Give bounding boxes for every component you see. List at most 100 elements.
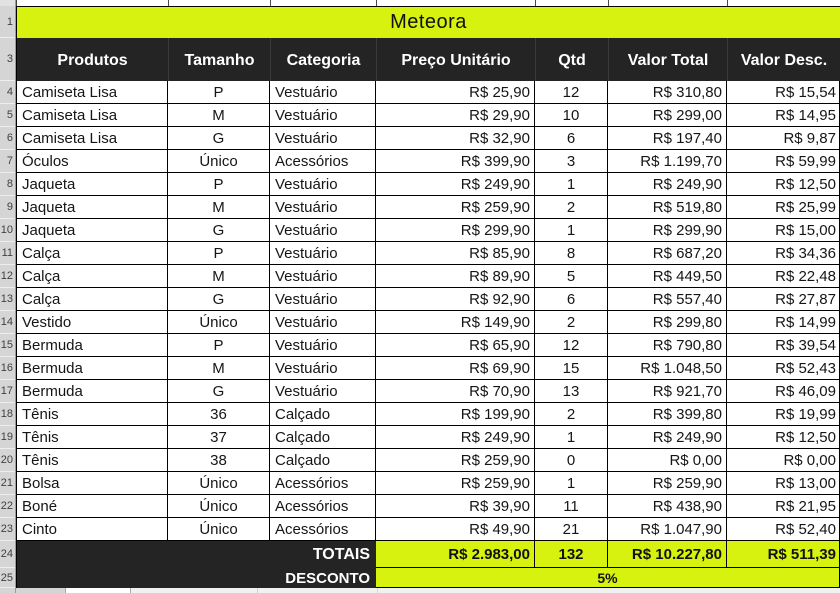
cell-produto[interactable]: Camiseta Lisa bbox=[16, 81, 168, 104]
cell-preco-unitario[interactable]: R$ 259,90 bbox=[376, 449, 535, 472]
cell-valor-total[interactable]: R$ 1.199,70 bbox=[608, 150, 727, 173]
cell-qtd[interactable]: 21 bbox=[535, 518, 608, 541]
cell-valor-total[interactable]: R$ 299,00 bbox=[608, 104, 727, 127]
cell-categoria[interactable]: Vestuário bbox=[270, 81, 376, 104]
cell-preco-unitario[interactable]: R$ 32,90 bbox=[376, 127, 535, 150]
cell-tamanho[interactable]: P bbox=[168, 81, 270, 104]
cell-preco-unitario[interactable]: R$ 69,90 bbox=[376, 357, 535, 380]
cell-categoria[interactable]: Vestuário bbox=[270, 196, 376, 219]
row-header-16[interactable]: 16 bbox=[0, 357, 15, 380]
cell-tamanho[interactable]: M bbox=[168, 357, 270, 380]
column-header-preco-unitario[interactable]: Preço Unitário bbox=[376, 38, 535, 81]
cell-valor-desc[interactable]: R$ 12,50 bbox=[727, 173, 840, 196]
cell-qtd[interactable]: 1 bbox=[535, 219, 608, 242]
cell-qtd[interactable]: 1 bbox=[535, 173, 608, 196]
cell-produto[interactable]: Cinto bbox=[16, 518, 168, 541]
row-header-19[interactable]: 19 bbox=[0, 426, 15, 449]
cell-valor-desc[interactable]: R$ 14,99 bbox=[727, 311, 840, 334]
cell-preco-unitario[interactable]: R$ 29,90 bbox=[376, 104, 535, 127]
cell-valor-total[interactable]: R$ 310,80 bbox=[608, 81, 727, 104]
cell-qtd[interactable]: 1 bbox=[535, 426, 608, 449]
cell-categoria[interactable]: Vestuário bbox=[270, 242, 376, 265]
column-header-valor-desc[interactable]: Valor Desc. bbox=[727, 38, 840, 81]
row-header-7[interactable]: 7 bbox=[0, 150, 15, 173]
cell-valor-total[interactable]: R$ 259,90 bbox=[608, 472, 727, 495]
cell-categoria[interactable]: Acessórios bbox=[270, 150, 376, 173]
cell-produto[interactable]: Tênis bbox=[16, 403, 168, 426]
column-header-qtd[interactable]: Qtd bbox=[535, 38, 608, 81]
cell-preco-unitario[interactable]: R$ 49,90 bbox=[376, 518, 535, 541]
row-header-8[interactable]: 8 bbox=[0, 173, 15, 196]
cell-categoria[interactable]: Vestuário bbox=[270, 380, 376, 403]
cell-tamanho[interactable]: Único bbox=[168, 472, 270, 495]
cell-produto[interactable]: Jaqueta bbox=[16, 173, 168, 196]
cell-valor-total[interactable]: R$ 299,90 bbox=[608, 219, 727, 242]
cell-preco-unitario[interactable]: R$ 25,90 bbox=[376, 81, 535, 104]
totals-qtd[interactable]: 132 bbox=[535, 541, 608, 568]
cell-tamanho[interactable]: M bbox=[168, 265, 270, 288]
cell-preco-unitario[interactable]: R$ 89,90 bbox=[376, 265, 535, 288]
cell-valor-total[interactable]: R$ 438,90 bbox=[608, 495, 727, 518]
cell-qtd[interactable]: 10 bbox=[535, 104, 608, 127]
column-header-produtos[interactable]: Produtos bbox=[16, 38, 168, 81]
cell-preco-unitario[interactable]: R$ 249,90 bbox=[376, 426, 535, 449]
cell-qtd[interactable]: 12 bbox=[535, 334, 608, 357]
row-header-20[interactable]: 20 bbox=[0, 449, 15, 472]
cell-valor-desc[interactable]: R$ 34,36 bbox=[727, 242, 840, 265]
cell-valor-total[interactable]: R$ 519,80 bbox=[608, 196, 727, 219]
cell-produto[interactable]: Jaqueta bbox=[16, 219, 168, 242]
cell-produto[interactable]: Boné bbox=[16, 495, 168, 518]
cell-valor-desc[interactable]: R$ 59,99 bbox=[727, 150, 840, 173]
cell-qtd[interactable]: 3 bbox=[535, 150, 608, 173]
cell-preco-unitario[interactable]: R$ 85,90 bbox=[376, 242, 535, 265]
row-header-15[interactable]: 15 bbox=[0, 334, 15, 357]
cell-valor-desc[interactable]: R$ 27,87 bbox=[727, 288, 840, 311]
cell-preco-unitario[interactable]: R$ 259,90 bbox=[376, 196, 535, 219]
cell-valor-total[interactable]: R$ 687,20 bbox=[608, 242, 727, 265]
cell-produto[interactable]: Camiseta Lisa bbox=[16, 127, 168, 150]
cell-tamanho[interactable]: 36 bbox=[168, 403, 270, 426]
cell-tamanho[interactable]: P bbox=[168, 242, 270, 265]
row-header-12[interactable]: 12 bbox=[0, 265, 15, 288]
cell-qtd[interactable]: 6 bbox=[535, 127, 608, 150]
totals-preco-unitario[interactable]: R$ 2.983,00 bbox=[376, 541, 535, 568]
row-header-21[interactable]: 21 bbox=[0, 472, 15, 495]
cell-valor-desc[interactable]: R$ 14,95 bbox=[727, 104, 840, 127]
cell-preco-unitario[interactable]: R$ 199,90 bbox=[376, 403, 535, 426]
cell-preco-unitario[interactable]: R$ 399,90 bbox=[376, 150, 535, 173]
cell-preco-unitario[interactable]: R$ 92,90 bbox=[376, 288, 535, 311]
cell-categoria[interactable]: Vestuário bbox=[270, 288, 376, 311]
cell-qtd[interactable]: 5 bbox=[535, 265, 608, 288]
cell-tamanho[interactable]: P bbox=[168, 173, 270, 196]
cell-produto[interactable]: Calça bbox=[16, 242, 168, 265]
cell-qtd[interactable]: 2 bbox=[535, 311, 608, 334]
column-header-tamanho[interactable]: Tamanho bbox=[168, 38, 270, 81]
cell-valor-total[interactable]: R$ 790,80 bbox=[608, 334, 727, 357]
row-header-5[interactable]: 5 bbox=[0, 104, 15, 127]
cell-categoria[interactable]: Acessórios bbox=[270, 472, 376, 495]
row-header-10[interactable]: 10 bbox=[0, 219, 15, 242]
row-header-9[interactable]: 9 bbox=[0, 196, 15, 219]
row-header-22[interactable]: 22 bbox=[0, 495, 15, 518]
cell-valor-total[interactable]: R$ 1.048,50 bbox=[608, 357, 727, 380]
cell-tamanho[interactable]: M bbox=[168, 196, 270, 219]
cell-valor-total[interactable]: R$ 197,40 bbox=[608, 127, 727, 150]
cell-preco-unitario[interactable]: R$ 70,90 bbox=[376, 380, 535, 403]
cell-tamanho[interactable]: Único bbox=[168, 495, 270, 518]
totals-label[interactable]: TOTAIS bbox=[16, 541, 376, 568]
cell-tamanho[interactable]: M bbox=[168, 104, 270, 127]
cell-valor-total[interactable]: R$ 449,50 bbox=[608, 265, 727, 288]
cell-valor-total[interactable]: R$ 249,90 bbox=[608, 426, 727, 449]
cell-valor-desc[interactable]: R$ 52,43 bbox=[727, 357, 840, 380]
row-header-1[interactable]: 1 bbox=[0, 6, 15, 38]
cell-tamanho[interactable]: G bbox=[168, 219, 270, 242]
cell-valor-desc[interactable]: R$ 22,48 bbox=[727, 265, 840, 288]
cell-tamanho[interactable]: G bbox=[168, 288, 270, 311]
cell-valor-desc[interactable]: R$ 19,99 bbox=[727, 403, 840, 426]
cell-qtd[interactable]: 1 bbox=[535, 472, 608, 495]
cell-categoria[interactable]: Vestuário bbox=[270, 357, 376, 380]
cell-tamanho[interactable]: Único bbox=[168, 311, 270, 334]
cell-qtd[interactable]: 2 bbox=[535, 196, 608, 219]
row-header-25[interactable]: 25 bbox=[0, 568, 15, 588]
cell-produto[interactable]: Calça bbox=[16, 288, 168, 311]
